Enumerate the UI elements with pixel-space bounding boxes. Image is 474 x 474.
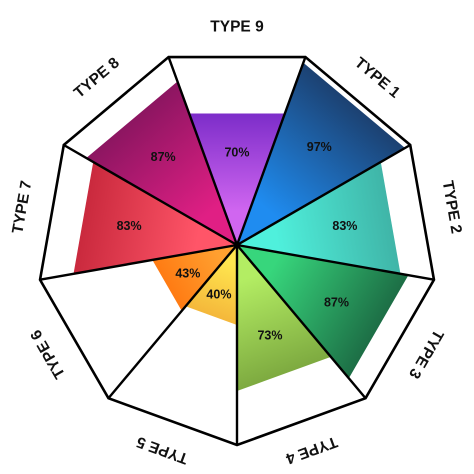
value-label-type-8: 87%	[151, 150, 176, 164]
spoke-line	[236, 143, 411, 247]
nonagon-outline	[38, 55, 436, 447]
sector-type-6	[152, 245, 237, 311]
sector-type-4	[237, 245, 331, 391]
spoke-line	[236, 243, 435, 281]
outline-polygon	[38, 55, 436, 447]
value-label-type-4: 73%	[257, 329, 282, 343]
sector-type-9	[189, 113, 285, 246]
spoke-line	[107, 244, 238, 399]
sector-type-2	[237, 162, 401, 274]
value-label-type-2: 83%	[332, 219, 357, 233]
spoke-line	[167, 56, 239, 246]
value-labels: 97% 83% 87% 73% 40% 43% 83% 87% 70%	[117, 140, 358, 343]
value-label-type-7: 83%	[117, 219, 142, 233]
category-label-type-5: TYPE 5	[134, 433, 190, 467]
category-label-type-7: TYPE 7	[9, 179, 35, 235]
value-label-type-3: 87%	[324, 295, 349, 309]
category-label-type-8: TYPE 8	[71, 54, 123, 102]
sector-type-5	[185, 245, 237, 325]
sector-fills	[73, 62, 409, 391]
value-label-type-9: 70%	[224, 146, 249, 160]
spoke-line	[63, 143, 238, 247]
category-label-type-1: TYPE 1	[351, 54, 403, 102]
category-label-type-6: TYPE 6	[27, 326, 69, 381]
category-label-type-4: TYPE 4	[283, 433, 339, 467]
sector-type-8	[86, 81, 237, 245]
sector-type-1	[237, 62, 406, 245]
value-label-type-1: 97%	[307, 140, 332, 154]
value-label-type-6: 43%	[175, 266, 200, 280]
value-label-type-5: 40%	[206, 288, 231, 302]
category-label-type-2: TYPE 2	[439, 179, 465, 235]
sector-type-7	[73, 162, 237, 274]
spoke-line	[236, 244, 367, 399]
spoke-line	[235, 56, 307, 246]
sector-type-3	[237, 245, 409, 379]
sector-dividers	[39, 56, 435, 445]
category-label-type-9: TYPE 9	[210, 19, 264, 36]
category-label-type-3: TYPE 3	[405, 327, 447, 382]
spoke-line	[39, 243, 238, 281]
